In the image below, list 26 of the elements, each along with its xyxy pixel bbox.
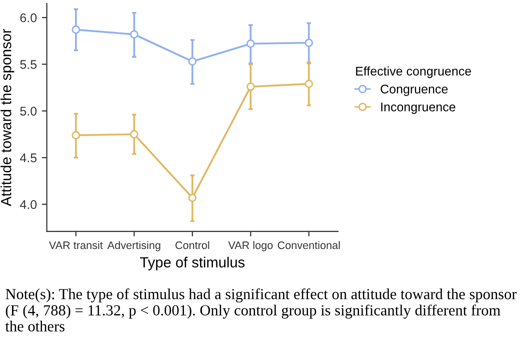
- y-tick-label: 5.5: [20, 60, 37, 69]
- point: [304, 80, 314, 88]
- point: [130, 130, 138, 138]
- x-tick-label: Control: [175, 241, 210, 250]
- point: [72, 131, 80, 140]
- legend-title: Effective congruence: [356, 66, 472, 78]
- point: [130, 30, 138, 39]
- legend-label: Incongruence: [381, 102, 456, 114]
- y-tick-label: 4.5: [20, 154, 37, 162]
- x-tick-label: VAR transit: [48, 241, 103, 250]
- point: [246, 82, 255, 91]
- y-tick-label: 4.0: [20, 200, 37, 209]
- point: [188, 57, 197, 66]
- point: [188, 194, 197, 202]
- point: [72, 26, 80, 34]
- x-axis-title: Type of stimulus: [140, 256, 245, 270]
- x-tick-label: Conventional: [278, 241, 340, 250]
- y-axis-title: Attitude toward the sponsor: [0, 28, 14, 206]
- x-tick-label: VAR logo: [228, 241, 273, 252]
- y-tick-label: 6.0: [20, 13, 37, 22]
- y-tick-label: 5.0: [20, 106, 37, 116]
- point: [246, 40, 255, 48]
- text: Note(s): The type of stimulus had a significant effect on attitude toward the sponsor (F (4, 788) = 11.32, p < 0.001). Only control group is significantly different from the others: [5, 288, 517, 332]
- legend-label: Congruence: [380, 84, 448, 96]
- x-tick-label: Advertising: [107, 241, 160, 252]
- point: [304, 38, 314, 47]
